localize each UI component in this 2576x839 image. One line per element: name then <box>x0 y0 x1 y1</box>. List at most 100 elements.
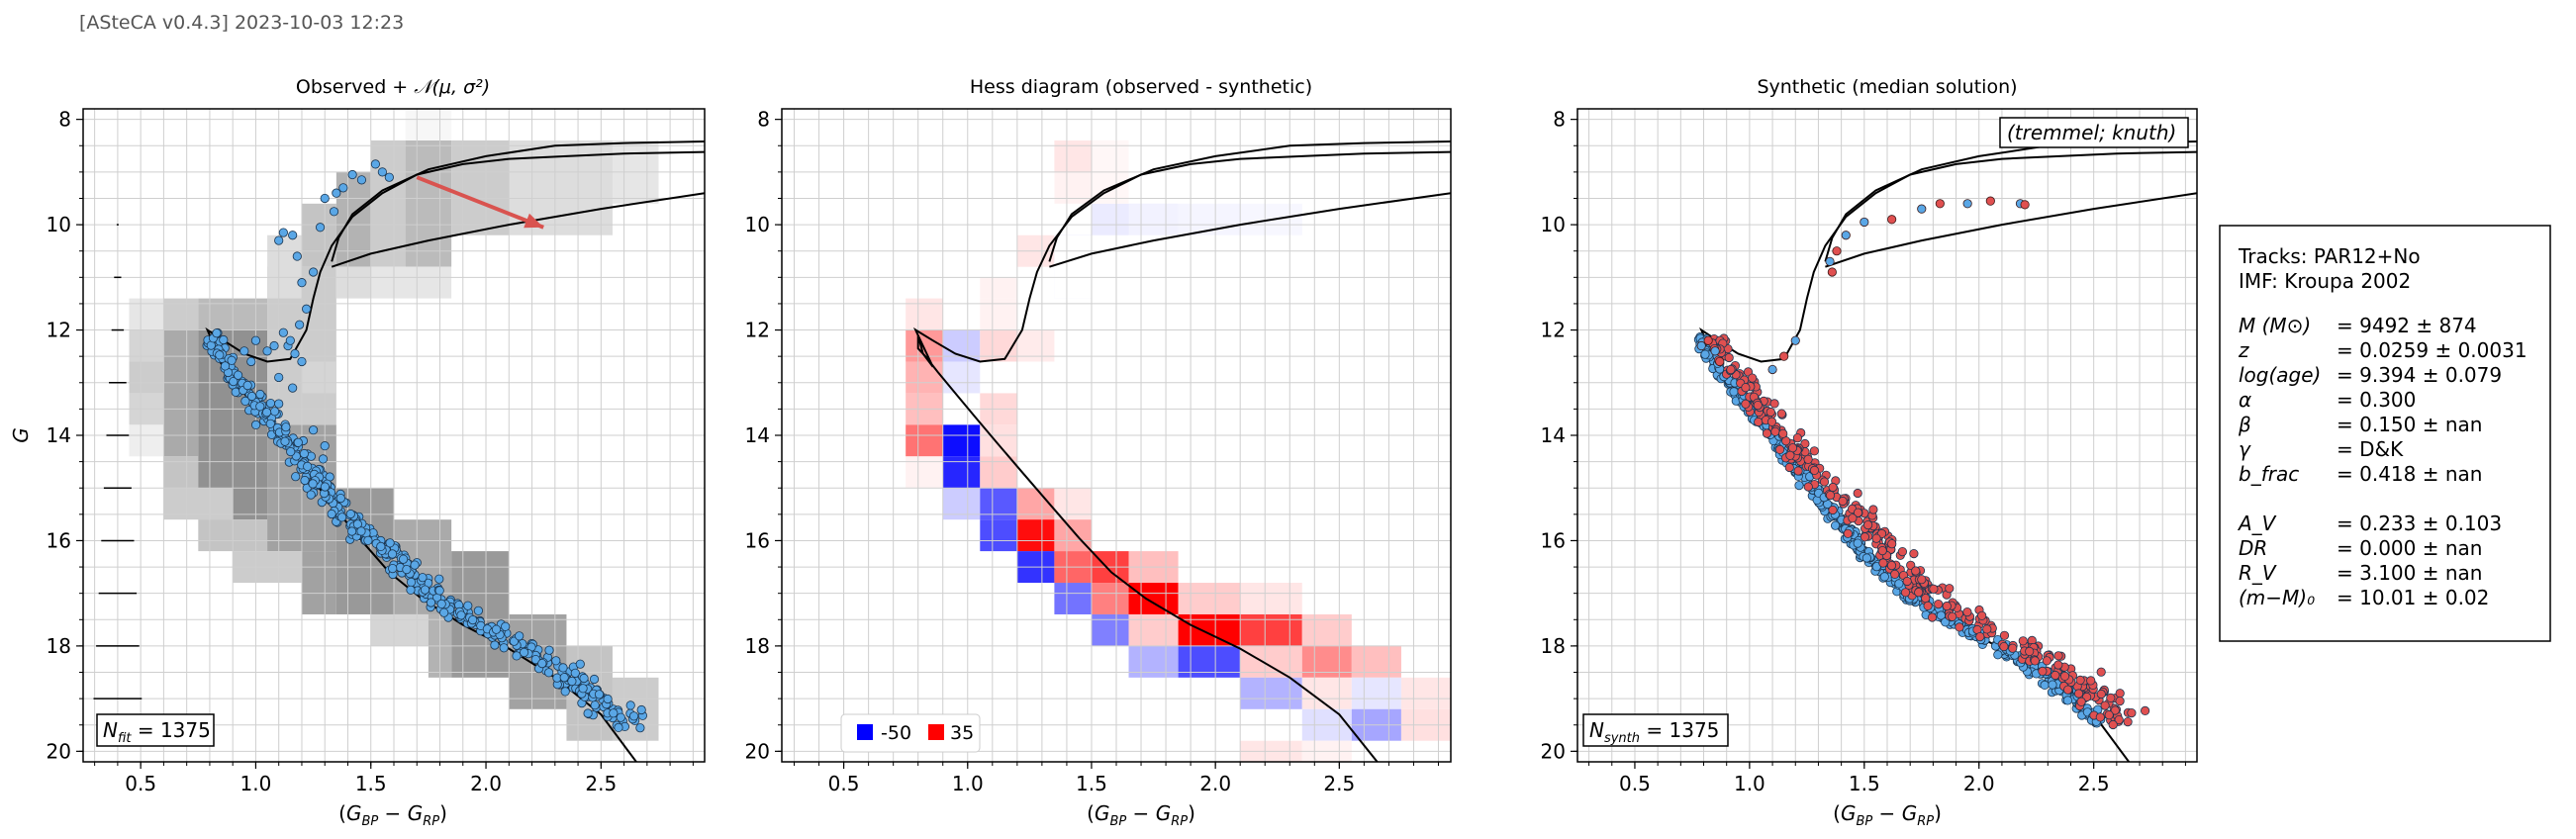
hess-cell <box>942 488 981 520</box>
star-point <box>578 684 588 694</box>
star-point <box>261 408 272 418</box>
hess-cell <box>1178 613 1241 646</box>
star-point <box>420 585 430 595</box>
star-point <box>1724 352 1734 363</box>
star-point <box>1917 575 1927 585</box>
star-point <box>320 482 330 492</box>
star-point <box>278 327 288 337</box>
star-point <box>347 169 357 180</box>
y-tick-label: 8 <box>58 108 71 132</box>
star-point <box>1942 601 1952 611</box>
star-point <box>1729 387 1739 397</box>
star-point <box>1790 335 1800 345</box>
star-point <box>463 601 473 610</box>
y-tick-label: 10 <box>1541 213 1566 236</box>
star-point <box>589 674 600 685</box>
star-point <box>302 304 312 314</box>
tremmel-knuth-box: (tremmel; knuth) <box>1999 117 2189 148</box>
star-point <box>1985 196 1995 206</box>
hess-cell <box>1240 645 1302 678</box>
star-point <box>614 722 623 733</box>
legend-swatch-negative <box>857 724 873 740</box>
density-bin <box>129 329 164 362</box>
observed-panel-title: Observed + 𝒩(μ, σ²) <box>296 76 490 98</box>
star-point <box>269 340 279 351</box>
star-point <box>1923 601 1933 611</box>
density-bin <box>129 424 164 457</box>
star-point <box>242 380 252 391</box>
y-tick-label: 10 <box>745 213 770 236</box>
star-point <box>286 446 296 457</box>
star-point <box>1955 622 1964 632</box>
star-point <box>2095 712 2105 722</box>
nfit-annotation: Nfit = 1375 <box>96 713 215 747</box>
star-point <box>1741 399 1751 409</box>
param-value: = 10.01 ± 0.02 <box>2337 586 2489 609</box>
star-point <box>439 607 449 617</box>
star-point <box>1921 594 1931 604</box>
hess-cell <box>1128 583 1179 614</box>
hess-cell <box>1054 234 1092 299</box>
star-point <box>426 598 436 607</box>
star-point <box>1887 539 1897 549</box>
star-point <box>2106 693 2116 703</box>
hess-cell <box>1301 645 1352 678</box>
density-bin <box>405 140 452 267</box>
hess-cell <box>942 361 981 394</box>
star-point <box>219 334 229 345</box>
star-point <box>490 640 500 650</box>
star-point <box>1982 624 1992 634</box>
star-point <box>402 564 412 575</box>
hess-cell <box>906 424 943 457</box>
y-tick-label: 12 <box>47 319 71 342</box>
star-point <box>1784 462 1794 473</box>
isochrone-loop <box>1048 140 1451 262</box>
star-point <box>1838 496 1848 507</box>
hess-cell <box>1240 677 1302 709</box>
star-point <box>1765 407 1775 418</box>
x-tick-label: 1.0 <box>240 772 272 795</box>
hess-cell <box>1128 613 1179 646</box>
hess-cell <box>1091 613 1129 646</box>
star-point <box>2062 696 2072 705</box>
star-point <box>1762 428 1772 438</box>
hess-panel: Hess diagram (observed - synthetic) 0.5 1… <box>745 76 1452 829</box>
star-point <box>1962 199 1972 209</box>
star-point <box>1700 349 1710 359</box>
star-point <box>231 387 240 397</box>
star-point <box>2040 680 2050 691</box>
hess-cell <box>942 329 981 362</box>
y-tick-label: 16 <box>47 528 71 552</box>
hess-cell <box>1016 329 1055 362</box>
y-tick-label: 8 <box>757 108 770 132</box>
star-point <box>297 356 307 367</box>
y-tick-label: 10 <box>47 213 71 236</box>
star-point <box>1853 538 1862 548</box>
star-point <box>1841 231 1851 240</box>
fit-results-box: Tracks: PAR12+No IMF: Kroupa 2002 M (M⊙)… <box>2219 225 2551 642</box>
hess-cell <box>942 424 981 457</box>
star-point <box>320 193 330 204</box>
svg-text:Nfit = 1375: Nfit = 1375 <box>103 718 211 746</box>
star-point <box>1853 508 1863 517</box>
synthetic-panel-title: Synthetic (median solution) <box>1757 76 2017 98</box>
hess-cell <box>1351 677 1401 709</box>
hess-cell <box>942 456 981 489</box>
y-tick-label: 20 <box>745 739 770 763</box>
density-bin <box>451 140 510 235</box>
hess-cell <box>980 519 1017 552</box>
star-point <box>1897 546 1908 557</box>
y-tick-label: 14 <box>745 423 770 447</box>
x-tick-label: 1.5 <box>1076 772 1107 795</box>
star-point <box>418 573 428 583</box>
param-name: (m−M)₀ <box>2239 586 2315 609</box>
param-value: = 9492 ± 874 <box>2337 314 2477 337</box>
param-value: = 9.394 ± 0.079 <box>2337 363 2502 387</box>
star-point <box>220 361 231 371</box>
star-point <box>636 704 646 715</box>
star-point <box>1909 548 1919 559</box>
star-point <box>1863 519 1873 530</box>
star-point <box>295 320 305 329</box>
y-tick-label: 8 <box>1553 108 1566 132</box>
density-bin <box>405 109 452 140</box>
